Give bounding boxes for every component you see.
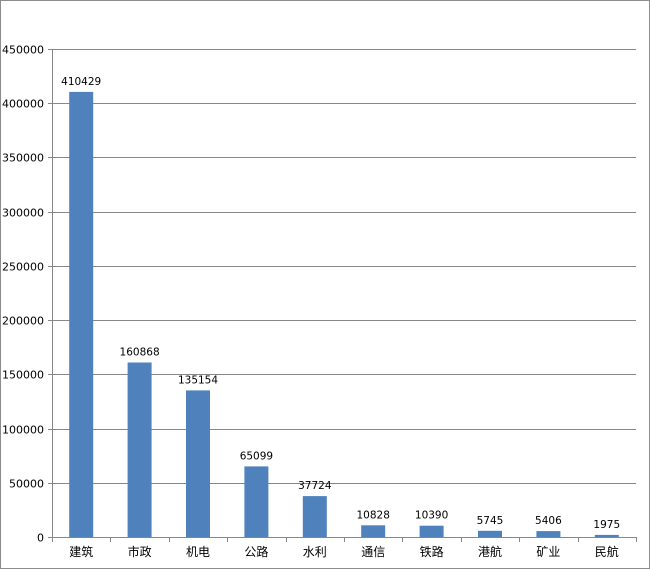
x-tick-label: 矿业 xyxy=(536,545,560,559)
bar xyxy=(186,390,210,537)
data-label: 37724 xyxy=(298,480,332,492)
x-tick-label: 机电 xyxy=(186,545,210,559)
bar xyxy=(594,534,619,537)
y-tick-label: 450000 xyxy=(2,44,44,57)
x-tick-label: 民航 xyxy=(595,544,619,559)
bar xyxy=(478,530,502,537)
x-tick-label: 建筑 xyxy=(69,544,93,559)
bar xyxy=(127,362,152,537)
data-label: 10390 xyxy=(415,510,448,522)
data-label: 160868 xyxy=(120,347,160,359)
data-label: 135154 xyxy=(178,374,218,386)
y-tick-label: 0 xyxy=(37,532,44,545)
y-tick-label: 150000 xyxy=(2,369,44,382)
x-tick-label: 铁路 xyxy=(420,544,444,559)
x-tick-label: 公路 xyxy=(244,544,268,559)
y-tick-label: 250000 xyxy=(2,261,44,274)
bar xyxy=(419,525,444,537)
axes: 0 50000 100000 150000 200000 250000 300000 3500… xyxy=(2,44,637,559)
data-labels: 410429 160868 135154 65099 37724 10828 10390 57… xyxy=(61,76,620,531)
bar xyxy=(536,531,561,537)
data-label: 410429 xyxy=(61,76,101,88)
y-tick-label: 300000 xyxy=(2,207,44,220)
bar xyxy=(302,496,327,537)
y-tick-label: 400000 xyxy=(2,98,44,111)
x-tick-label: 通信 xyxy=(361,545,385,559)
bar xyxy=(244,466,269,537)
y-tick-label: 350000 xyxy=(2,152,44,165)
bars xyxy=(69,91,619,538)
data-label: 5745 xyxy=(477,515,504,527)
bar xyxy=(69,91,94,538)
x-tick-label: 港航 xyxy=(478,544,502,559)
x-tick-label: 水利 xyxy=(303,545,327,559)
data-label: 5406 xyxy=(535,515,562,527)
data-label: 1975 xyxy=(593,519,620,531)
y-tick-label: 200000 xyxy=(2,315,44,328)
y-tick-label: 100000 xyxy=(2,424,44,437)
data-label: 65099 xyxy=(240,450,273,462)
bar xyxy=(361,525,386,537)
data-label: 10828 xyxy=(356,509,389,521)
x-tick-label: 市政 xyxy=(128,544,152,559)
y-tick-label: 50000 xyxy=(9,478,44,491)
